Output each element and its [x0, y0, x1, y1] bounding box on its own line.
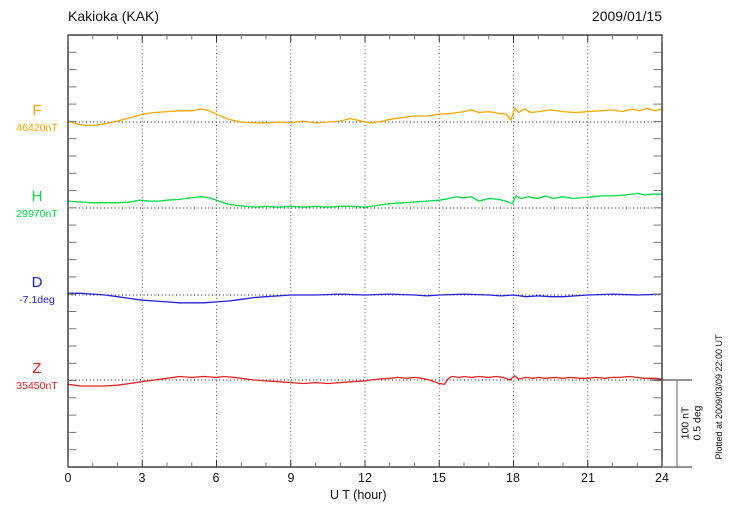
channel-letter-d: D	[31, 274, 43, 291]
channel-label-D: D -7.1deg	[6, 274, 68, 306]
x-tick-3: 3	[138, 471, 146, 485]
channel-basevalue-z: 35450nT	[16, 380, 58, 392]
x-tick-15: 15	[432, 471, 446, 485]
channel-label-Z: Z 35450nT	[6, 360, 68, 392]
x-tick-21: 21	[581, 471, 595, 485]
x-tick-0: 0	[64, 471, 72, 485]
channel-letter-z: Z	[32, 360, 42, 377]
channel-basevalue-f: 46420nT	[16, 122, 58, 134]
channel-letter-h: H	[31, 188, 43, 205]
station-title: Kakioka (KAK)	[68, 8, 160, 24]
channel-basevalue-d: -7.1deg	[19, 294, 55, 306]
channel-letter-f: F	[32, 102, 42, 119]
x-axis-label: U T (hour)	[330, 488, 387, 502]
channel-label-F: F 46420nT	[6, 102, 68, 134]
x-tick-9: 9	[287, 471, 295, 485]
scale-bar-labels: 100 nT 0.5 deg	[679, 405, 704, 441]
x-tick-12: 12	[358, 471, 372, 485]
channel-label-H: H 29970nT	[6, 188, 68, 220]
x-tick-18: 18	[506, 471, 520, 485]
x-tick-24: 24	[655, 471, 669, 485]
plotted-at-note: Plotted at 2009/03/09 22:00 UT	[714, 334, 724, 460]
channel-basevalue-h: 29970nT	[16, 208, 58, 220]
scale-bar-nt-label: 100 nT	[679, 406, 692, 440]
scale-bar-deg-label: 0.5 deg	[691, 405, 703, 441]
plot-date: 2009/01/15	[591, 8, 662, 24]
x-tick-6: 6	[212, 471, 220, 485]
